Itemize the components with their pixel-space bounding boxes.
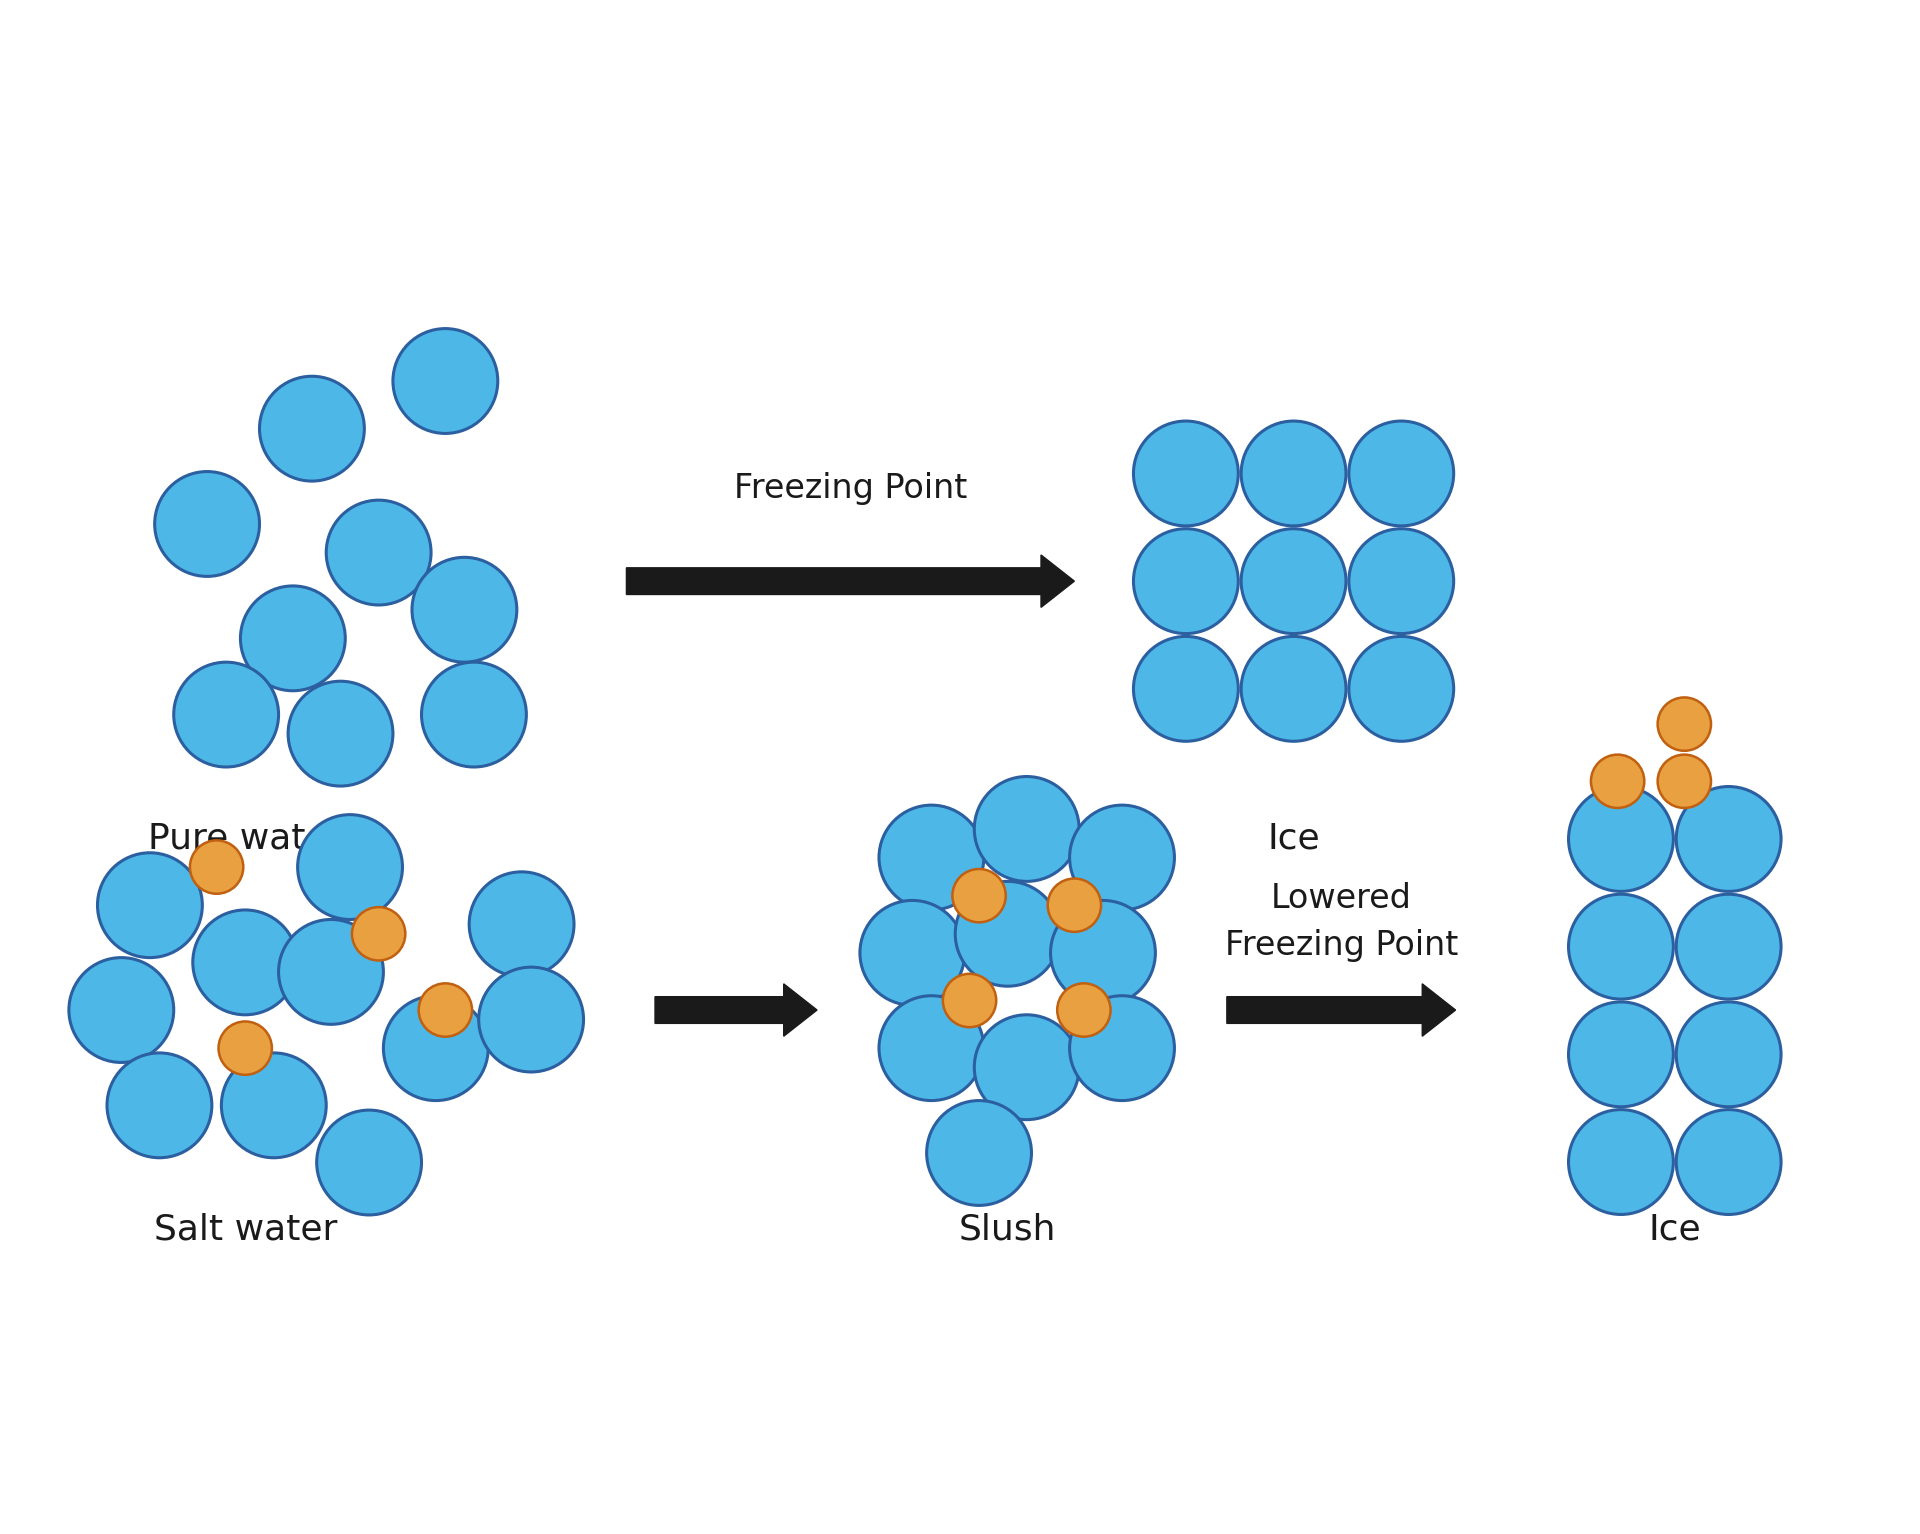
Ellipse shape [326, 500, 432, 604]
Ellipse shape [1048, 879, 1100, 931]
Ellipse shape [278, 919, 384, 1025]
Ellipse shape [288, 681, 394, 785]
Ellipse shape [1350, 529, 1453, 634]
Ellipse shape [1240, 637, 1346, 741]
Ellipse shape [1133, 637, 1238, 741]
Ellipse shape [422, 663, 526, 767]
Ellipse shape [384, 996, 488, 1100]
Ellipse shape [468, 871, 574, 977]
Ellipse shape [108, 1052, 211, 1158]
FancyArrow shape [626, 555, 1075, 607]
Ellipse shape [1569, 787, 1674, 891]
Ellipse shape [69, 957, 173, 1063]
Ellipse shape [1592, 755, 1644, 808]
Ellipse shape [1676, 1002, 1782, 1106]
Ellipse shape [879, 805, 983, 910]
Text: Freezing Point: Freezing Point [733, 472, 968, 505]
Ellipse shape [1676, 787, 1782, 891]
Ellipse shape [1069, 805, 1175, 910]
Ellipse shape [173, 663, 278, 767]
Ellipse shape [879, 996, 983, 1100]
Ellipse shape [1676, 1109, 1782, 1215]
Text: Pure water: Pure water [148, 822, 342, 856]
Ellipse shape [394, 328, 497, 434]
Ellipse shape [1657, 698, 1711, 750]
Ellipse shape [478, 966, 584, 1072]
Ellipse shape [1069, 996, 1175, 1100]
Ellipse shape [413, 557, 516, 663]
Ellipse shape [1050, 900, 1156, 1005]
Ellipse shape [1350, 637, 1453, 741]
Ellipse shape [1058, 983, 1110, 1037]
Ellipse shape [419, 983, 472, 1037]
Ellipse shape [259, 376, 365, 482]
Ellipse shape [190, 841, 244, 894]
Ellipse shape [351, 907, 405, 960]
Text: Lowered: Lowered [1271, 882, 1411, 914]
Ellipse shape [1350, 420, 1453, 526]
Ellipse shape [1569, 1109, 1674, 1215]
Ellipse shape [1133, 420, 1238, 526]
Text: Freezing Point: Freezing Point [1225, 930, 1457, 962]
FancyArrow shape [655, 983, 818, 1037]
Ellipse shape [98, 853, 202, 957]
Ellipse shape [973, 776, 1079, 882]
Ellipse shape [1240, 420, 1346, 526]
Text: Ice: Ice [1649, 1212, 1701, 1246]
Ellipse shape [943, 974, 996, 1028]
Ellipse shape [221, 1052, 326, 1158]
Ellipse shape [973, 1016, 1079, 1120]
Ellipse shape [1133, 529, 1238, 634]
Ellipse shape [298, 815, 403, 919]
Ellipse shape [219, 1022, 273, 1075]
Ellipse shape [1569, 1002, 1674, 1106]
FancyArrow shape [1227, 983, 1455, 1037]
Text: Ice: Ice [1267, 822, 1319, 856]
Ellipse shape [1676, 894, 1782, 999]
Text: Slush: Slush [958, 1212, 1056, 1246]
Ellipse shape [927, 1100, 1031, 1206]
Ellipse shape [1569, 894, 1674, 999]
Text: Salt water: Salt water [154, 1212, 336, 1246]
Ellipse shape [1657, 755, 1711, 808]
Ellipse shape [192, 910, 298, 1016]
Ellipse shape [860, 900, 964, 1005]
Ellipse shape [956, 882, 1060, 986]
Ellipse shape [240, 586, 346, 690]
Ellipse shape [952, 868, 1006, 922]
Ellipse shape [317, 1111, 422, 1215]
Ellipse shape [1240, 529, 1346, 634]
Ellipse shape [156, 471, 259, 577]
